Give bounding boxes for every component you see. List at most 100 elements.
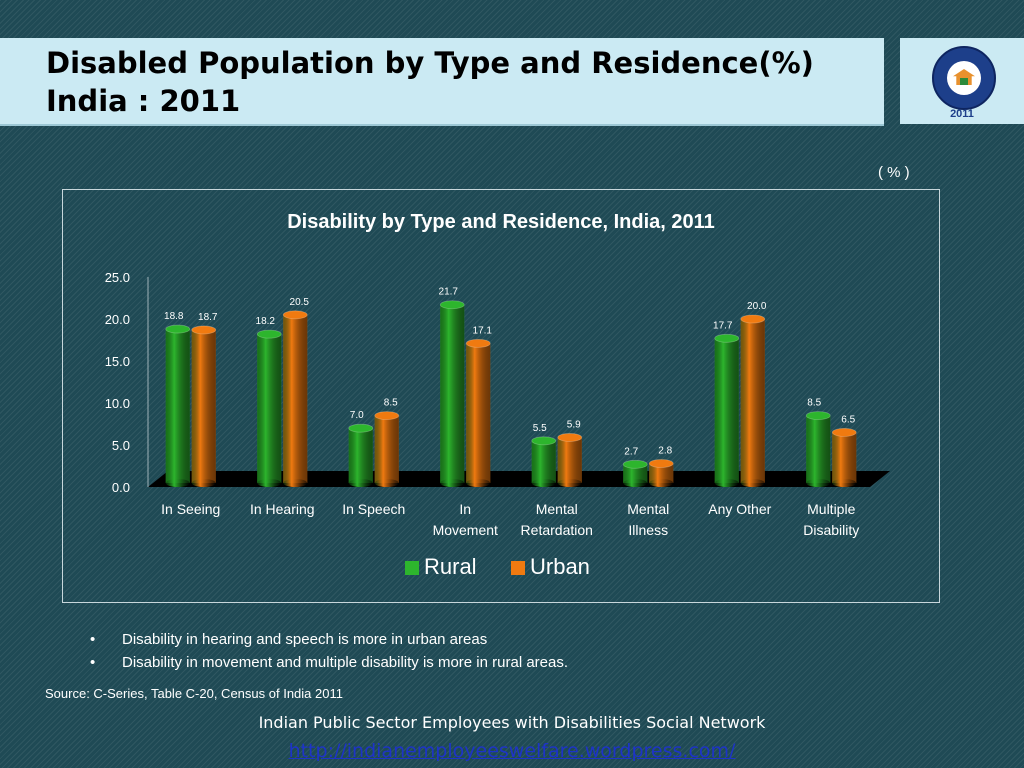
data-label: 8.5 [807, 398, 821, 409]
bar-base [531, 479, 556, 487]
data-label: 17.1 [473, 325, 493, 336]
bar-base [623, 479, 648, 487]
data-label: 7.0 [350, 410, 364, 421]
data-label: 8.5 [384, 398, 398, 409]
bar-base [348, 479, 373, 487]
chart-frame: Disability by Type and Residence, India,… [62, 189, 940, 603]
bar-shade [740, 319, 765, 483]
x-tick-label: Illness [628, 522, 668, 538]
y-tick-label: 10.0 [105, 396, 130, 411]
bullet-item: • Disability in movement and multiple di… [90, 651, 890, 674]
bar-shade [283, 314, 308, 483]
bar-shade [623, 464, 648, 483]
page-title: Disabled Population by Type and Residenc… [46, 46, 814, 118]
bar-base [257, 479, 282, 487]
y-tick-label: 25.0 [105, 270, 130, 285]
data-label: 18.7 [198, 312, 218, 323]
bar-base [283, 479, 308, 487]
data-label: 21.7 [439, 287, 459, 298]
bar-shade [466, 343, 491, 483]
x-tick-label: Multiple [807, 501, 855, 517]
bullet-list: • Disability in hearing and speech is mo… [90, 628, 890, 674]
y-tick-label: 20.0 [105, 312, 130, 327]
chart-floor [148, 471, 890, 487]
bar-top [531, 436, 557, 446]
bar-top [256, 329, 282, 339]
bar-shade [348, 428, 373, 483]
bar-shade [257, 334, 282, 483]
data-label: 5.5 [533, 423, 547, 434]
bar-top [740, 314, 766, 324]
data-label: 20.5 [290, 297, 310, 308]
census-emblem-icon [932, 46, 996, 110]
bar-shade [649, 463, 674, 483]
bar-shade [374, 415, 399, 483]
bar-top [165, 324, 191, 334]
bullet-text: Disability in movement and multiple disa… [122, 654, 569, 671]
bar-base [165, 479, 190, 487]
bar-top [714, 333, 740, 343]
bar-base [466, 479, 491, 487]
bar-top [282, 310, 308, 320]
data-label: 5.9 [567, 419, 581, 430]
bullet-item: • Disability in hearing and speech is mo… [90, 628, 890, 651]
bar-shade [531, 440, 556, 483]
data-label: 17.7 [713, 320, 733, 331]
data-label: 18.8 [164, 311, 184, 322]
bar-base [740, 479, 765, 487]
bar-base [557, 479, 582, 487]
bar-shade [440, 304, 465, 483]
bar-shade [557, 437, 582, 483]
x-tick-label: In Seeing [161, 501, 220, 517]
bar-top [805, 411, 831, 421]
x-tick-label: In Speech [342, 501, 405, 517]
bullet-symbol: • [90, 631, 96, 648]
bar-top [191, 325, 217, 335]
bar-top [348, 423, 374, 433]
data-label: 20.0 [747, 301, 767, 312]
title-bar: Disabled Population by Type and Residenc… [0, 38, 884, 126]
x-tick-label: Mental [627, 501, 669, 517]
bar-top [557, 433, 583, 442]
data-label: 18.2 [256, 316, 276, 327]
x-tick-label: Retardation [521, 522, 593, 538]
legend-swatch-urban [511, 561, 525, 575]
x-tick-label: Mental [536, 501, 578, 517]
y-tick-label: 0.0 [112, 480, 130, 495]
data-label: 6.5 [841, 414, 855, 425]
bar-base [714, 479, 739, 487]
source-note: Source: C-Series, Table C-20, Census of … [45, 686, 343, 701]
bar-shade [165, 329, 190, 483]
footer-org: Indian Public Sector Employees with Disa… [258, 713, 766, 732]
bar-top [465, 338, 491, 348]
chart-title: Disability by Type and Residence, India,… [287, 211, 715, 233]
y-tick-label: 5.0 [112, 438, 130, 453]
data-label: 2.7 [624, 446, 638, 457]
census-logo: 2011 [900, 38, 1024, 124]
bar-top [622, 459, 648, 469]
x-tick-label: In [459, 501, 471, 517]
legend-label: Urban [530, 554, 590, 579]
bar-top [439, 300, 465, 310]
bar-base [649, 479, 674, 487]
x-tick-label: Movement [433, 522, 498, 538]
footer-link[interactable]: http://indianemployeeswelfare.wordpress.… [288, 740, 736, 762]
x-tick-label: Any Other [708, 501, 771, 517]
bar-base [374, 479, 399, 487]
bar-shade [714, 338, 739, 483]
legend-swatch-rural [405, 561, 419, 575]
bar-base [806, 479, 831, 487]
unit-label: ( % ) [878, 164, 910, 181]
bar-base [832, 479, 857, 487]
bar-shade [191, 329, 216, 483]
legend-label: Rural [424, 554, 477, 579]
y-tick-label: 15.0 [105, 354, 130, 369]
bar-top [648, 459, 674, 468]
bar-top [831, 427, 857, 437]
bar-shade [806, 415, 831, 483]
bar-base [440, 479, 465, 487]
bullet-symbol: • [90, 654, 96, 671]
bar-shade [832, 432, 857, 483]
bar-top [374, 411, 400, 421]
x-tick-label: In Hearing [250, 501, 315, 517]
